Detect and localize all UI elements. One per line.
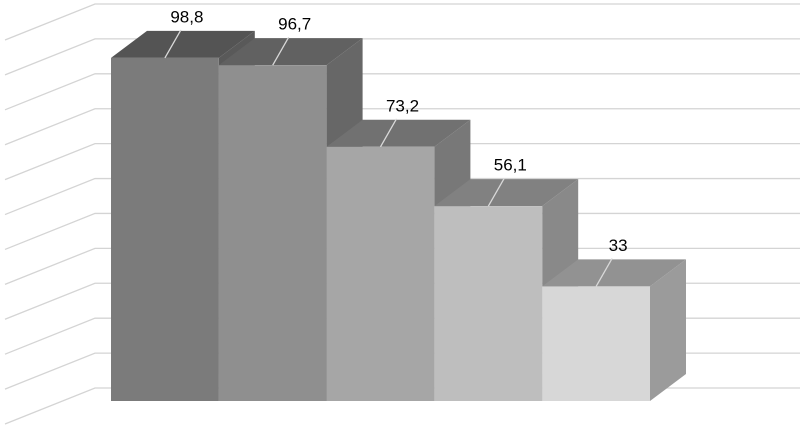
leader-line	[595, 258, 613, 287]
data-label: 98,8	[170, 7, 203, 26]
bar-top	[218, 38, 363, 66]
bar-front	[542, 286, 650, 401]
bar-front	[326, 146, 435, 401]
bar	[542, 259, 686, 401]
bar-top	[326, 119, 471, 147]
bar-front	[218, 65, 327, 402]
leader-line	[379, 118, 398, 148]
bar-top	[111, 30, 255, 58]
data-label: 33	[609, 236, 628, 255]
bar-top	[434, 179, 579, 207]
data-label: 56,1	[494, 156, 527, 175]
leader-line	[272, 36, 290, 66]
grid-line	[4, 108, 800, 146]
bar-front	[434, 206, 543, 401]
bar	[218, 38, 363, 402]
grid-line	[4, 73, 800, 111]
bar-top	[542, 259, 686, 287]
bar-side	[650, 259, 686, 401]
leader-line	[487, 177, 505, 207]
leader-line	[164, 29, 182, 59]
grid-line	[4, 3, 800, 41]
grid-line	[4, 142, 800, 181]
bar-front	[111, 57, 219, 402]
grid-line	[4, 177, 800, 216]
bar	[434, 179, 579, 401]
grid-line	[4, 38, 800, 76]
data-label: 96,7	[278, 15, 311, 34]
data-label: 73,2	[386, 96, 419, 115]
